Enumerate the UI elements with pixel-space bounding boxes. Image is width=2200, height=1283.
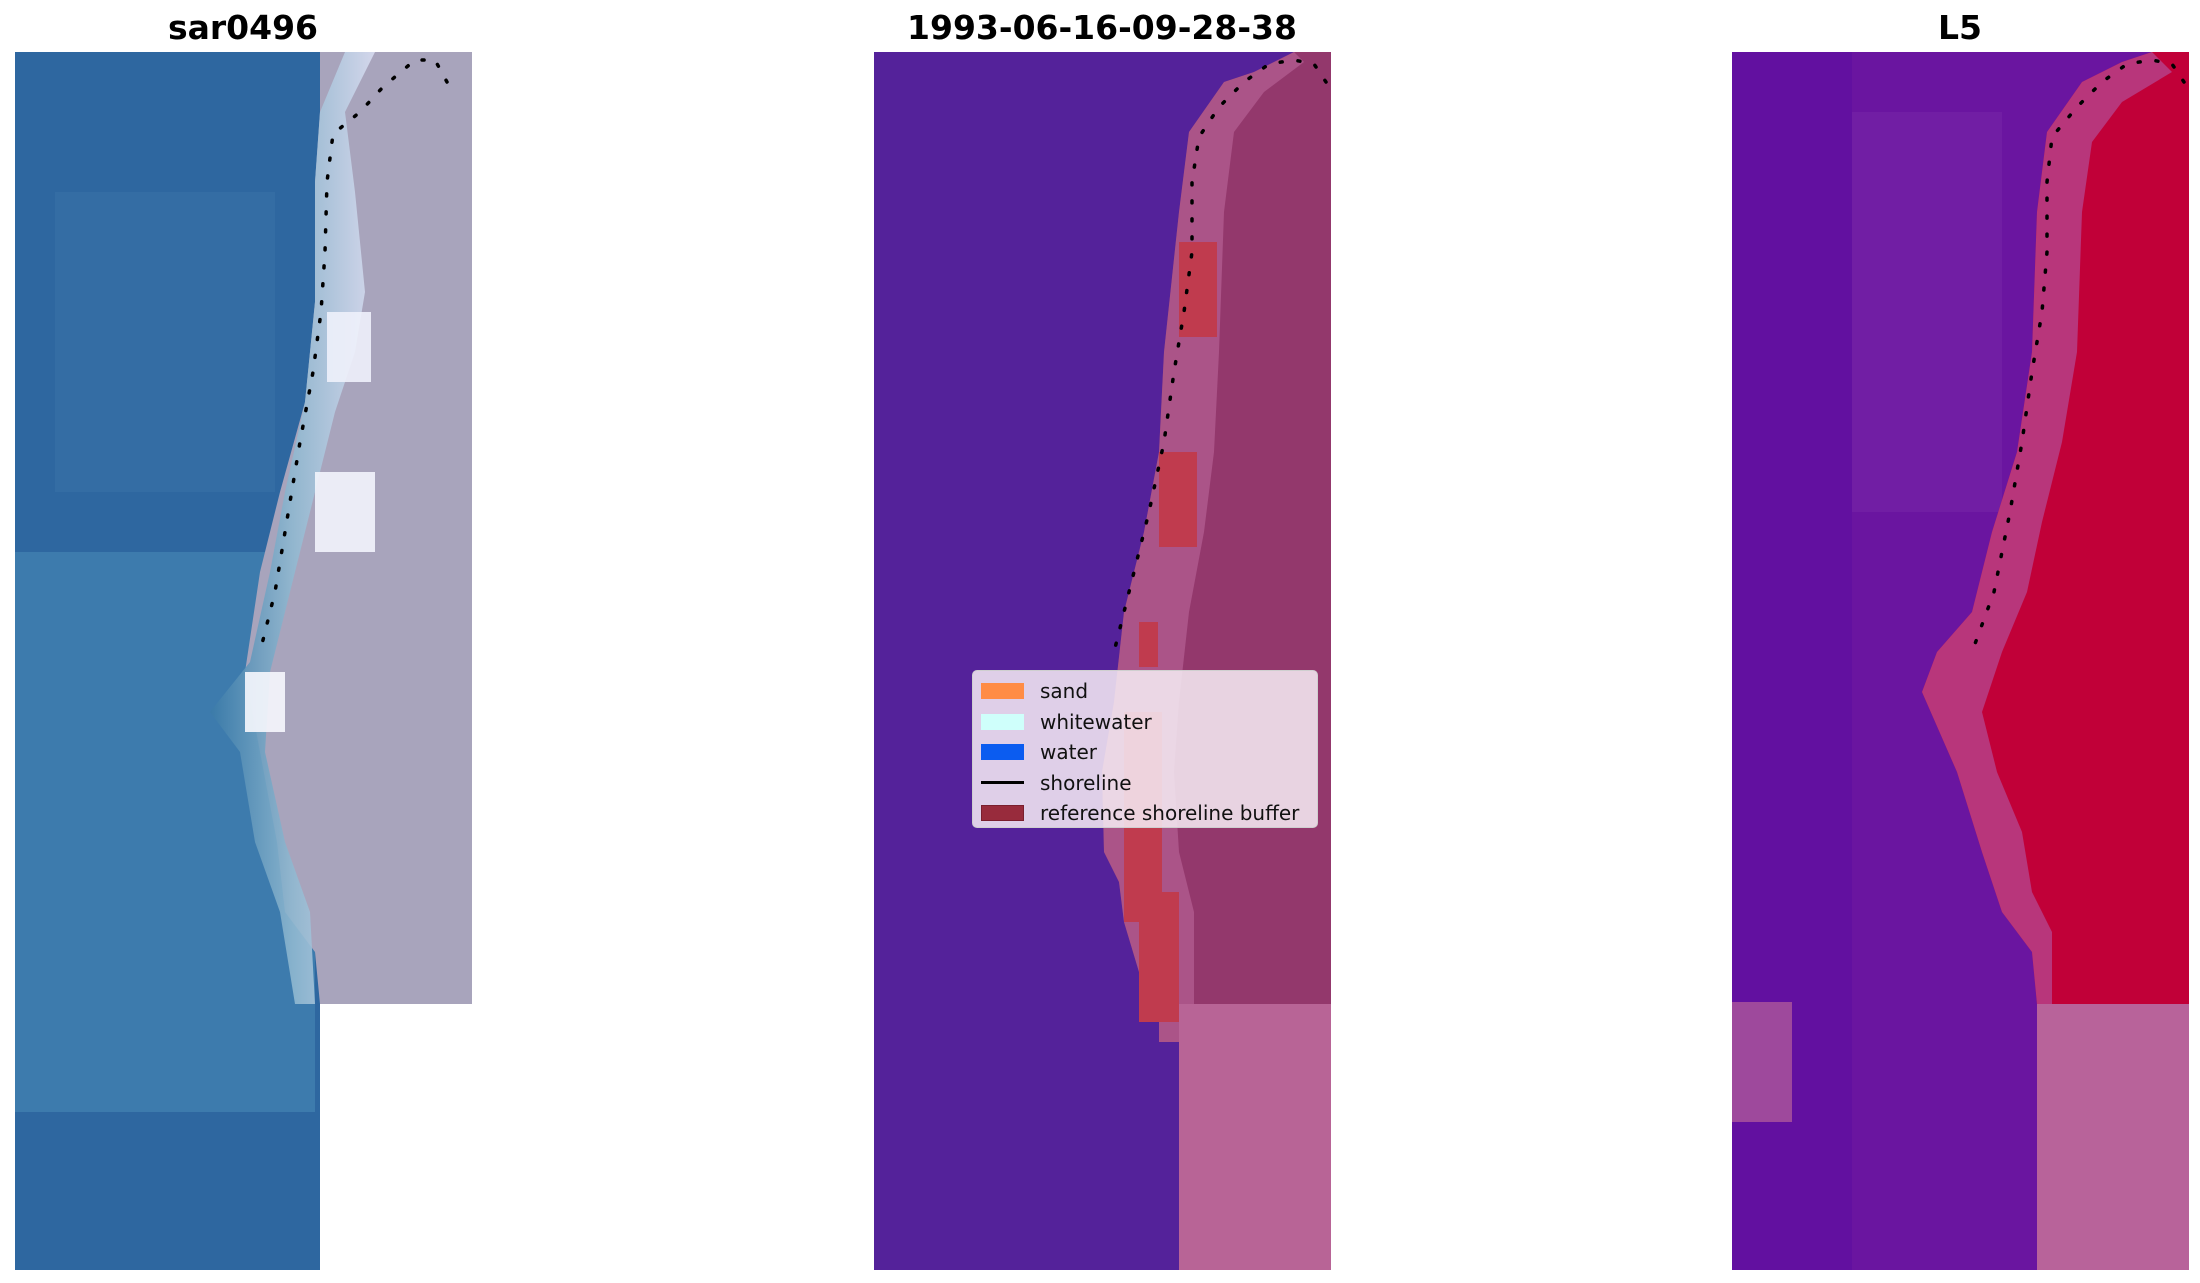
legend-swatch-buffer xyxy=(981,805,1024,822)
legend-item-reference-buffer: reference shoreline buffer xyxy=(981,798,1309,829)
reference-buffer-cell xyxy=(1139,892,1179,1022)
reference-buffer-cell xyxy=(1159,452,1197,547)
legend-label: reference shoreline buffer xyxy=(1040,801,1300,826)
legend-swatch-water xyxy=(981,744,1024,761)
legend-item-sand: sand xyxy=(981,676,1309,707)
reference-buffer-cell xyxy=(1179,242,1217,337)
rgb-whitewater-spot xyxy=(327,312,371,382)
rgb-nodata-area xyxy=(320,1004,472,1270)
legend-label: sand xyxy=(1040,679,1089,704)
legend-label: whitewater xyxy=(1040,709,1152,734)
reference-buffer-cell xyxy=(1139,622,1158,667)
legend-item-water: water xyxy=(981,737,1309,768)
legend-item-whitewater: whitewater xyxy=(981,707,1309,738)
legend-label: shoreline xyxy=(1040,770,1132,795)
shoreline-middle xyxy=(1112,58,1328,654)
index-transition-band xyxy=(1922,52,2172,1004)
left-panel-title: sar0496 xyxy=(167,8,319,47)
middle-panel-title: 1993-06-16-09-28-38 xyxy=(907,8,1297,47)
index-panel xyxy=(1732,52,2189,1270)
index-water-shade xyxy=(1732,1002,1792,1122)
classification-panel xyxy=(874,52,1331,1270)
rgb-water-shade xyxy=(55,192,275,492)
legend-line-shoreline xyxy=(981,781,1024,785)
index-water-shade xyxy=(1852,112,2002,512)
legend-swatch-sand xyxy=(981,683,1024,700)
right-panel-title: L5 xyxy=(1938,8,1982,47)
rgb-whitewater-spot xyxy=(315,472,375,552)
class-nodata-area xyxy=(1179,1004,1331,1270)
legend-swatch-whitewater xyxy=(981,713,1024,730)
index-nodata-area xyxy=(2037,1004,2189,1270)
legend-label: water xyxy=(1040,740,1097,765)
rgb-image-panel xyxy=(15,52,472,1270)
legend-item-shoreline: shoreline xyxy=(981,768,1309,799)
legend: sand whitewater water shoreline referenc… xyxy=(972,670,1318,828)
rgb-whitewater-band xyxy=(210,52,375,1004)
shoreline-right xyxy=(1970,58,2186,654)
rgb-whitewater-spot xyxy=(245,672,285,732)
